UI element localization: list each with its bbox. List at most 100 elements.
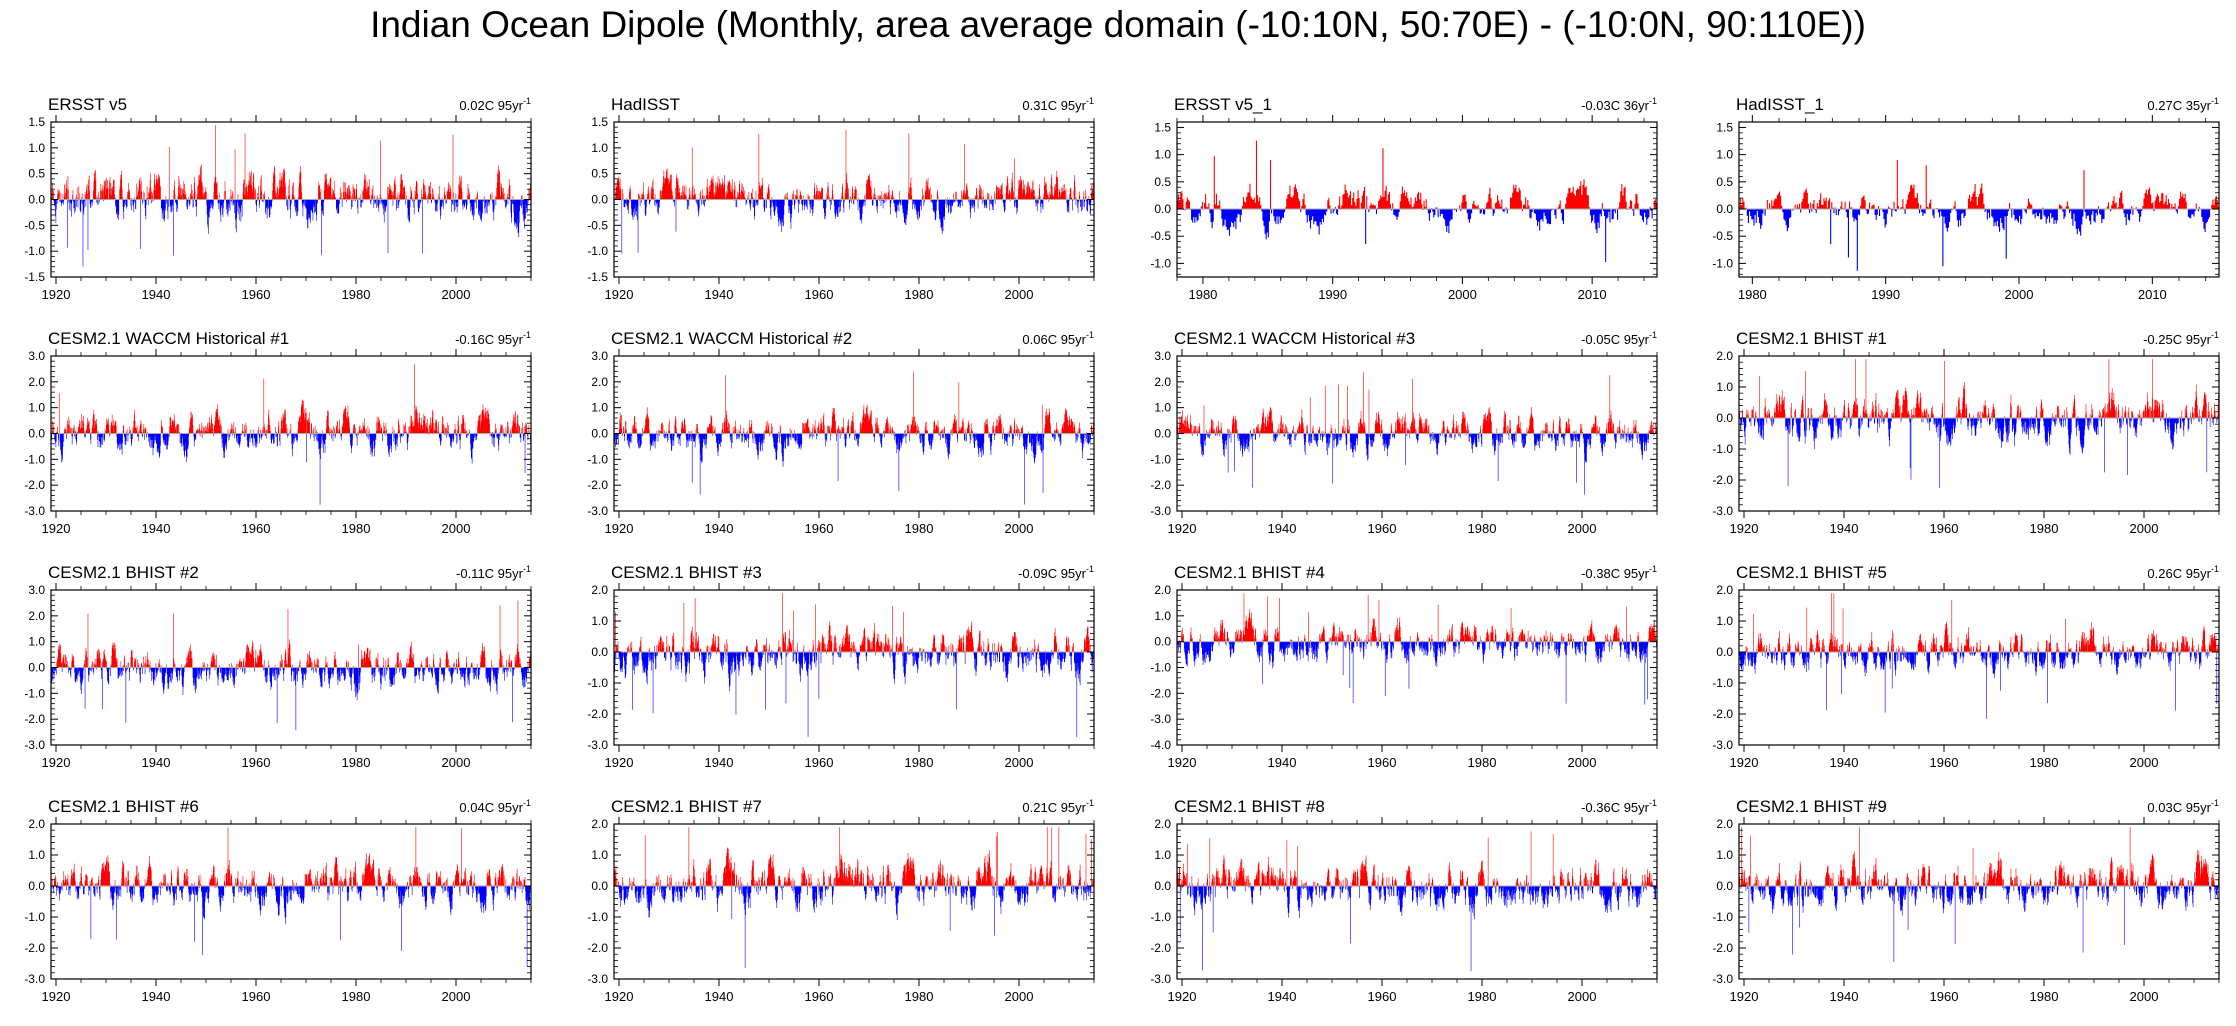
x-tick-label: 1960: [805, 989, 834, 1004]
plot-frame: [613, 589, 1095, 746]
y-tick-label: -1.0: [1712, 256, 1733, 270]
x-tick-label: 1920: [42, 755, 71, 770]
x-tick-label: 1940: [1830, 521, 1859, 536]
y-tick-label: 2.0: [591, 583, 608, 597]
y-tick-label: -4.0: [1150, 738, 1171, 752]
panel-title: CESM2.1 BHIST #8: [1174, 797, 1325, 816]
x-tick-label: 1940: [1830, 755, 1859, 770]
y-tick-label: 1.0: [1716, 148, 1733, 162]
y-tick-label: -3.0: [24, 738, 45, 752]
y-tick-label: 0.0: [591, 193, 608, 207]
trend-label: -0.25C 95yr-1: [2143, 330, 2219, 347]
x-tick-label: 1940: [142, 989, 171, 1004]
plot-frame: [1176, 823, 1658, 980]
positive-anomaly-bars: [615, 593, 1095, 652]
negative-anomaly-bars: [1739, 652, 2219, 720]
panel-title: CESM2.1 BHIST #3: [611, 563, 762, 582]
positive-anomaly-bars: [1177, 593, 1657, 642]
positive-anomaly-bars: [1739, 359, 2220, 418]
plot-frame: [50, 823, 532, 980]
x-tick-label: 2000: [442, 521, 471, 536]
y-tick-label: 0.0: [28, 193, 45, 207]
y-tick-label: -1.0: [24, 244, 45, 258]
y-tick-label: 0.0: [28, 661, 45, 675]
panel-title: ERSST v5: [48, 95, 127, 114]
y-tick-label: 1.5: [1154, 120, 1171, 134]
x-tick-label: 1960: [242, 521, 271, 536]
y-tick-label: -0.5: [587, 218, 608, 232]
y-tick-label: 0.0: [591, 427, 608, 441]
x-tick-label: 1960: [805, 755, 834, 770]
x-tick-label: 1920: [42, 989, 71, 1004]
negative-anomaly-bars: [1183, 209, 1653, 262]
x-tick-label: 2000: [442, 989, 471, 1004]
chart-panel: CESM2.1 BHIST #6 0.04C 95yr-1 -3.0 -2.0 -1.0…: [24, 797, 532, 1004]
y-tick-label: -2.0: [1712, 473, 1733, 487]
chart-panel: CESM2.1 BHIST #2 -0.11C 95yr-1 -3.0 -2.0 -1.…: [24, 563, 532, 770]
y-tick-label: -1.0: [587, 452, 608, 466]
y-tick-label: 0.5: [28, 167, 45, 181]
x-tick-label: 2000: [1005, 287, 1034, 302]
negative-anomaly-bars: [51, 199, 529, 267]
positive-anomaly-bars: [51, 827, 532, 886]
y-tick-label: 1.5: [28, 115, 45, 129]
x-tick-label: 1980: [1188, 287, 1217, 302]
negative-anomaly-bars: [616, 886, 1095, 969]
y-tick-label: -2.0: [1150, 478, 1171, 492]
y-tick-label: 0.0: [591, 879, 608, 893]
panel-title: HadISST: [611, 95, 680, 114]
negative-anomaly-bars: [1739, 418, 2218, 488]
chart-panel: CESM2.1 BHIST #4 -0.38C 95yr-1 -4.0 -3.0 -2.…: [1150, 563, 1658, 770]
y-tick-label: 1.0: [1154, 148, 1171, 162]
trend-label: 0.06C 95yr-1: [1022, 330, 1094, 347]
y-tick-label: 0.0: [1716, 202, 1733, 216]
y-tick-label: -0.5: [1150, 229, 1171, 243]
y-tick-label: -1.5: [587, 270, 608, 284]
y-tick-label: -3.0: [1150, 972, 1171, 986]
y-tick-label: -1.0: [1150, 256, 1171, 270]
trend-label: 0.27C 35yr-1: [2147, 96, 2219, 113]
panel-title: CESM2.1 WACCM Historical #2: [611, 329, 852, 348]
x-tick-label: 1960: [805, 287, 834, 302]
positive-anomaly-bars: [51, 125, 532, 200]
negative-anomaly-bars: [1178, 433, 1658, 495]
x-tick-label: 1980: [2030, 989, 2059, 1004]
x-tick-label: 1960: [242, 287, 271, 302]
chart-panel: ERSST v5 0.02C 95yr-1 -1.5 -1.0 -0.5 0.0 0.5 1.…: [24, 95, 532, 302]
y-tick-label: 1.0: [591, 401, 608, 415]
y-tick-label: 1.0: [591, 848, 608, 862]
panel-title: CESM2.1 WACCM Historical #1: [48, 329, 289, 348]
trend-label: -0.16C 95yr-1: [455, 330, 531, 347]
x-tick-label: 1940: [1268, 755, 1297, 770]
panel-title: HadISST_1: [1736, 95, 1824, 114]
x-tick-label: 2000: [1005, 989, 1034, 1004]
x-tick-label: 1980: [905, 287, 934, 302]
y-tick-label: -2.0: [24, 478, 45, 492]
x-tick-label: 1920: [1168, 521, 1197, 536]
panel-title: CESM2.1 BHIST #2: [48, 563, 199, 582]
y-tick-label: 2.0: [28, 609, 45, 623]
y-tick-label: -3.0: [587, 504, 608, 518]
y-tick-label: 1.5: [591, 115, 608, 129]
y-tick-label: 0.0: [28, 427, 45, 441]
x-tick-label: 2000: [1005, 755, 1034, 770]
x-tick-label: 1940: [142, 521, 171, 536]
panel-title: CESM2.1 BHIST #1: [1736, 329, 1887, 348]
panel-title: CESM2.1 BHIST #6: [48, 797, 199, 816]
positive-anomaly-bars: [619, 371, 1095, 434]
x-tick-label: 1960: [805, 521, 834, 536]
x-tick-label: 1920: [42, 521, 71, 536]
y-tick-label: 1.5: [1716, 120, 1733, 134]
x-tick-label: 1940: [705, 521, 734, 536]
x-tick-label: 1940: [1268, 989, 1297, 1004]
x-tick-label: 1980: [342, 989, 371, 1004]
trend-label: -0.38C 95yr-1: [1581, 564, 1657, 581]
x-tick-label: 1960: [1368, 755, 1397, 770]
x-tick-label: 1960: [242, 755, 271, 770]
negative-anomaly-bars: [51, 667, 530, 731]
chart-panel: CESM2.1 BHIST #1 -0.25C 95yr-1 -3.0 -2.0 -1.…: [1712, 329, 2220, 536]
y-tick-label: 1.0: [591, 141, 608, 155]
x-tick-label: 2000: [2130, 521, 2159, 536]
trend-label: -0.36C 95yr-1: [1581, 798, 1657, 815]
y-tick-label: 1.0: [1154, 609, 1171, 623]
